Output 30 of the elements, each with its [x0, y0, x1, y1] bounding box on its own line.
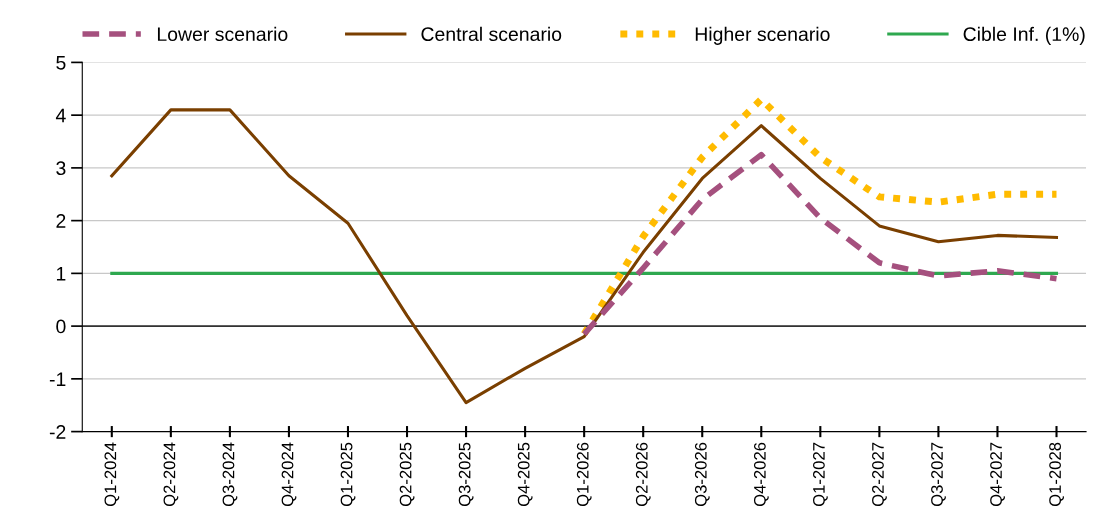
x-tick-label: Q1-2024 [104, 442, 120, 507]
y-tick-label: 4 [55, 108, 66, 123]
x-tick-label: Q1-2026 [576, 442, 592, 507]
x-tick-label: Q2-2025 [399, 442, 415, 507]
y-tick-label: 1 [56, 267, 66, 281]
x-tick-label: Q4-2027 [990, 442, 1005, 507]
line-series [110, 108, 1059, 405]
x-tick-label: Q1-2028 [1049, 442, 1064, 507]
x-tick-label: Q2-2026 [635, 442, 651, 507]
x-tick-label: Q1-2025 [340, 442, 356, 507]
x-tick-label: Q3-2024 [222, 442, 238, 507]
legend-label: Lower scenario [157, 26, 288, 42]
y-tick-label: -2 [49, 425, 66, 439]
x-tick-label: Q3-2027 [931, 442, 946, 507]
legend-label: Higher scenario [695, 26, 830, 45]
x-tick-label: Q4-2026 [753, 442, 769, 507]
y-tick-label: -1 [49, 372, 66, 386]
x-tick-label: Q4-2024 [281, 442, 297, 507]
x-tick-label: Q3-2026 [694, 442, 710, 507]
x-tick-label: Q1-2027 [813, 442, 828, 507]
x-tick-label: Q2-2027 [872, 442, 887, 507]
legend-label: Central scenario [421, 26, 562, 42]
y-tick-label: 2 [56, 214, 66, 228]
x-tick-label: Q4-2025 [517, 442, 533, 507]
legend-label: Cible Inf. (1%) [963, 26, 1085, 45]
x-tick-label: Q3-2025 [458, 442, 474, 507]
y-tick-label: 5 [56, 56, 66, 70]
y-tick-label: 3 [56, 161, 66, 176]
x-tick-label: Q2-2024 [163, 442, 179, 507]
y-tick-label: 0 [56, 319, 66, 334]
